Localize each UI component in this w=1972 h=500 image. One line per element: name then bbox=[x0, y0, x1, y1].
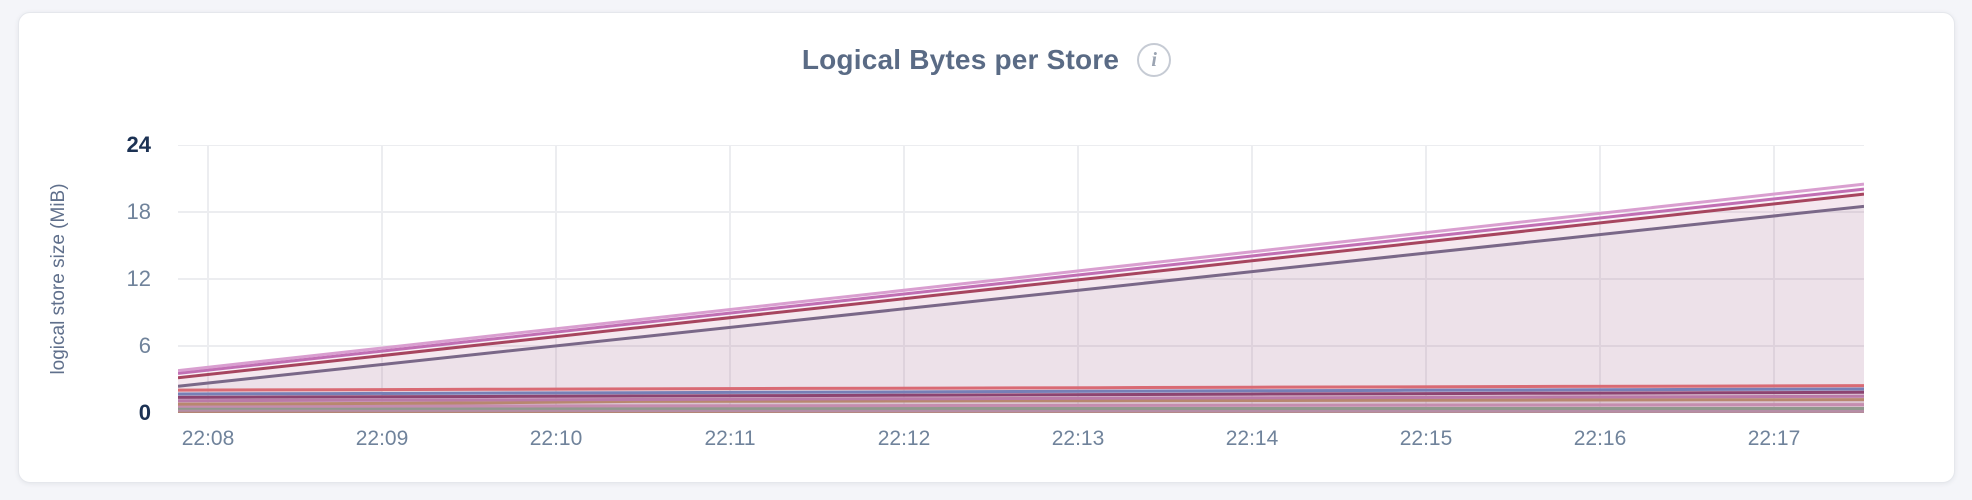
series-12-mauve-line bbox=[178, 408, 1864, 413]
x-tick-label: 22:13 bbox=[1051, 427, 1105, 450]
x-tick-label: 22:16 bbox=[1573, 427, 1627, 450]
x-tick-label: 22:15 bbox=[1399, 427, 1453, 450]
series-5-salmon-line bbox=[178, 384, 1864, 392]
series-2-orchid-line bbox=[178, 187, 1864, 375]
y-tick-label: 0 bbox=[138, 400, 151, 425]
x-tick-label: 22:14 bbox=[1225, 427, 1279, 450]
x-tick-label: 22:08 bbox=[181, 427, 235, 450]
y-tick-label: 6 bbox=[138, 333, 151, 358]
x-tick-label: 22:12 bbox=[877, 427, 931, 450]
series-10-pale-pink-line bbox=[178, 403, 1864, 408]
y-tick-label: 24 bbox=[126, 132, 151, 157]
series-6-blue-area bbox=[178, 389, 1864, 413]
series-1-pale-orchid-line bbox=[178, 182, 1864, 373]
series-3-maroon-area bbox=[178, 194, 1864, 413]
series-7-dark-magenta-line bbox=[178, 390, 1864, 399]
series-2-orchid-area bbox=[178, 189, 1864, 413]
series-4-slate-purple-area bbox=[178, 206, 1864, 413]
y-axis-label: logical store size (MiB) bbox=[48, 183, 69, 375]
chart-header: Logical Bytes per Store i bbox=[19, 43, 1954, 77]
x-tick-label: 22:10 bbox=[529, 427, 583, 450]
chart-card: Logical Bytes per Store i logical store … bbox=[18, 12, 1955, 483]
x-tick-label: 22:11 bbox=[704, 427, 756, 450]
y-tick-label: 18 bbox=[126, 199, 151, 224]
series-4-slate-purple-line bbox=[178, 204, 1864, 388]
chart-title: Logical Bytes per Store bbox=[801, 44, 1120, 75]
info-icon[interactable]: i bbox=[1137, 43, 1172, 77]
series-3-maroon-line bbox=[178, 192, 1864, 380]
plot-area[interactable] bbox=[178, 145, 1864, 413]
series-5-salmon-area bbox=[178, 385, 1864, 413]
series-1-pale-orchid-area bbox=[178, 184, 1864, 413]
series-9-tan-line bbox=[178, 398, 1864, 406]
x-tick-label: 22:17 bbox=[1747, 427, 1801, 450]
y-tick-label: 12 bbox=[126, 266, 151, 291]
series-8-pink-line bbox=[178, 394, 1864, 403]
series-6-blue-line bbox=[178, 387, 1864, 396]
x-tick-label: 22:09 bbox=[355, 427, 409, 450]
